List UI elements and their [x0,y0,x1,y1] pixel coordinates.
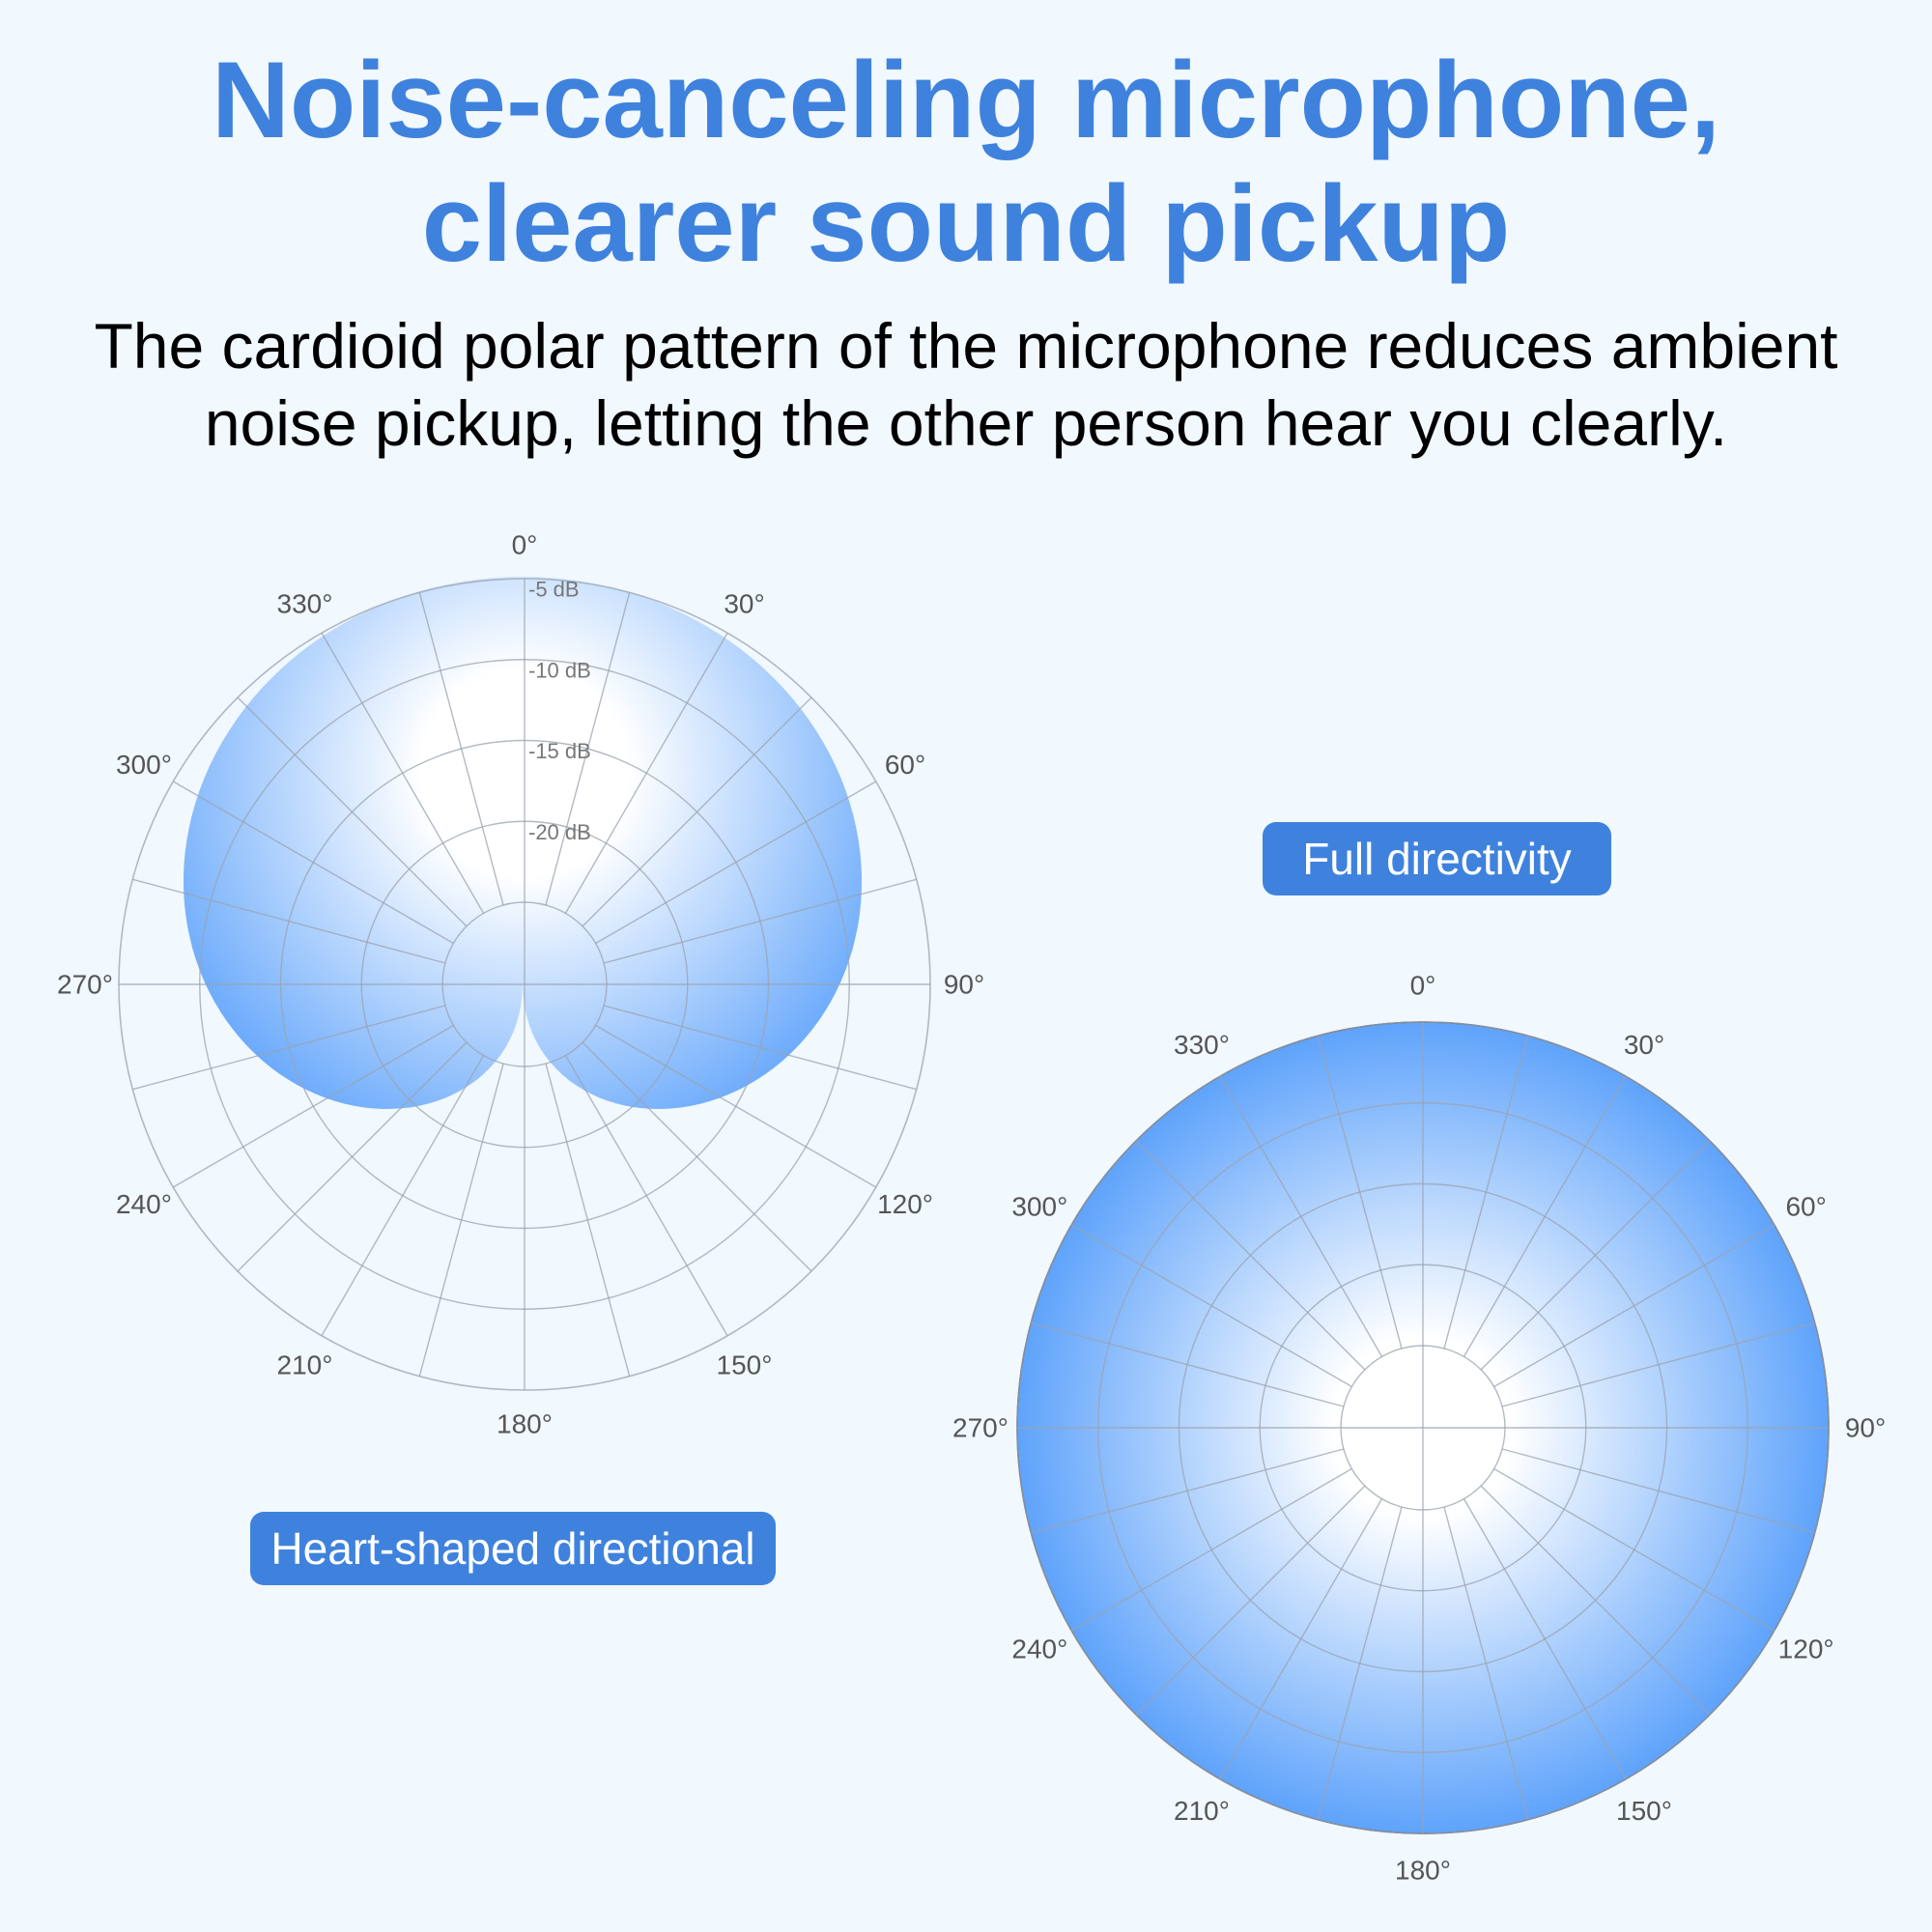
angle-label: 90° [1845,1413,1886,1443]
cardioid-grid [118,578,931,1391]
grid-spoke [1480,1485,1711,1716]
cardioid-polar-chart: 0° 30° 60° 90° 120° 150° 180° 210° 240° 270° 300° 3… [57,530,984,1439]
grid-spoke [1219,1075,1383,1357]
omni-polar-chart: 0° 30° 60° 90° 120° 150° 180° 210° 240° 270° 300° 3… [952,971,1886,1886]
angle-label: 270° [57,970,113,1000]
angle-label: 90° [944,970,984,1000]
subheadline: The cardioid polar pattern of the microp… [0,307,1932,462]
omni-grid [1016,1021,1830,1834]
angle-label: 60° [1785,1192,1826,1222]
angle-label: 180° [1395,1856,1451,1886]
angle-label: 150° [717,1350,773,1380]
angle-label: 30° [1624,1030,1664,1060]
grid-spoke [418,1063,504,1377]
grid-spoke [1070,1467,1352,1632]
ring-label: -20 dB [528,820,591,844]
ring-label: -5 dB [528,578,580,602]
angle-label: 300° [1011,1192,1067,1222]
grid-spoke [1443,1036,1529,1350]
grid-spoke [321,632,485,914]
angle-label: 150° [1616,1796,1672,1826]
grid-spoke [1493,1467,1776,1632]
grid-spoke [595,1024,877,1188]
grid-spoke [1135,1485,1366,1716]
grid-spoke [1501,1321,1815,1407]
grid-spoke [321,1055,485,1337]
grid-spoke [603,1005,917,1091]
grid-spoke [582,696,812,927]
grid-spoke [1219,1498,1383,1780]
ring-label: -10 dB [528,658,591,682]
grid-spoke [237,696,468,927]
angle-label: 330° [1174,1030,1230,1060]
subheadline-line-1: The cardioid polar pattern of the microp… [94,310,1838,382]
angle-label: 120° [877,1189,933,1219]
angle-label: 240° [116,1189,172,1219]
ring-label: -15 dB [528,739,591,763]
headline-line-1: Noise-canceling microphone, [211,40,1721,160]
angle-label: 0° [1410,971,1436,1001]
grid-spoke [1031,1321,1345,1407]
headline: Noise-canceling microphone, clearer soun… [0,39,1932,286]
cardioid-pattern-label: Heart-shaped directional [250,1512,776,1585]
omni-angle-labels: 0° 30° 60° 90° 120° 150° 180° 210° 240° 270° 300° 3… [952,971,1886,1886]
grid-spoke [418,592,504,906]
grid-spoke [1031,1448,1345,1534]
grid-spoke [564,1055,728,1337]
grid-spoke [545,1063,631,1377]
angle-label: 180° [497,1409,553,1439]
cardioid-angle-labels: 0° 30° 60° 90° 120° 150° 180° 210° 240° 270° 300° 3… [57,530,984,1439]
grid-spoke [1070,1224,1352,1388]
headline-line-2: clearer sound pickup [421,163,1511,284]
subheadline-line-2: noise pickup, letting the other person h… [204,387,1728,459]
angle-label: 270° [952,1413,1009,1443]
angle-label: 240° [1011,1634,1067,1664]
grid-spoke [1501,1448,1815,1534]
grid-spoke [1317,1506,1403,1820]
grid-spoke [1443,1506,1529,1820]
grid-spoke [132,1005,446,1091]
angle-label: 210° [277,1350,333,1380]
grid-spoke [582,1041,812,1272]
grid-spoke [132,878,446,964]
grid-spoke [603,878,917,964]
grid-spoke [172,1024,454,1188]
grid-spoke [545,592,631,906]
angle-label: 30° [724,588,764,618]
angle-label: 210° [1174,1796,1230,1826]
angle-label: 330° [277,588,333,618]
grid-spoke [1463,1498,1627,1780]
grid-spoke [1317,1036,1403,1350]
grid-spoke [1135,1140,1366,1371]
grid-spoke [1493,1224,1776,1388]
grid-spoke [1463,1075,1627,1357]
grid-spoke [564,632,728,914]
grid-spoke [172,781,454,945]
angle-label: 300° [116,750,172,780]
cardioid-ring-labels: -5 dB -10 dB -15 dB -20 dB [528,578,591,844]
omni-pattern-label: Full directivity [1263,822,1611,895]
angle-label: 0° [512,530,538,560]
angle-label: 120° [1778,1634,1834,1664]
angle-label: 60° [885,750,925,780]
grid-spoke [595,781,877,945]
grid-spoke [1480,1140,1711,1371]
grid-spoke [237,1041,468,1272]
cardioid-pattern-shape [184,577,862,1109]
